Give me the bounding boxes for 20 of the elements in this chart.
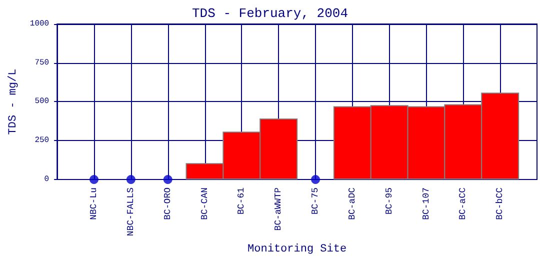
y-tick-label: 500: [34, 97, 50, 106]
y-tick-label: 750: [34, 58, 50, 68]
x-tick-label: NBC-Lu: [89, 187, 100, 220]
x-tick-label: BC-aWWTP: [274, 187, 284, 231]
x-tick-label: BC-75: [310, 187, 321, 215]
y-tick-label: 1000: [30, 20, 50, 28]
x-tick-label: BC-61: [236, 187, 247, 215]
x-tick-label: BC-CAN: [200, 187, 210, 220]
x-tick-label: BC-107: [421, 187, 432, 220]
x-tick-label: NBC-FALLS: [126, 187, 136, 236]
x-tick-label: BC-ORO: [162, 187, 173, 220]
y-tick-label: 250: [34, 136, 50, 146]
x-tick-label: BC-aDC: [347, 186, 358, 220]
x-tick-label: BC-95: [384, 187, 394, 215]
chart-title: TDS - February, 2004: [192, 6, 348, 21]
x-tick-label: BC-bCC: [495, 186, 506, 220]
x-tick-label: BC-aCC: [458, 186, 468, 220]
y-axis-title: TDS - mg/L: [8, 68, 20, 135]
x-axis-title: Monitoring Site: [248, 244, 347, 256]
y-tick-label: 0: [44, 174, 50, 184]
